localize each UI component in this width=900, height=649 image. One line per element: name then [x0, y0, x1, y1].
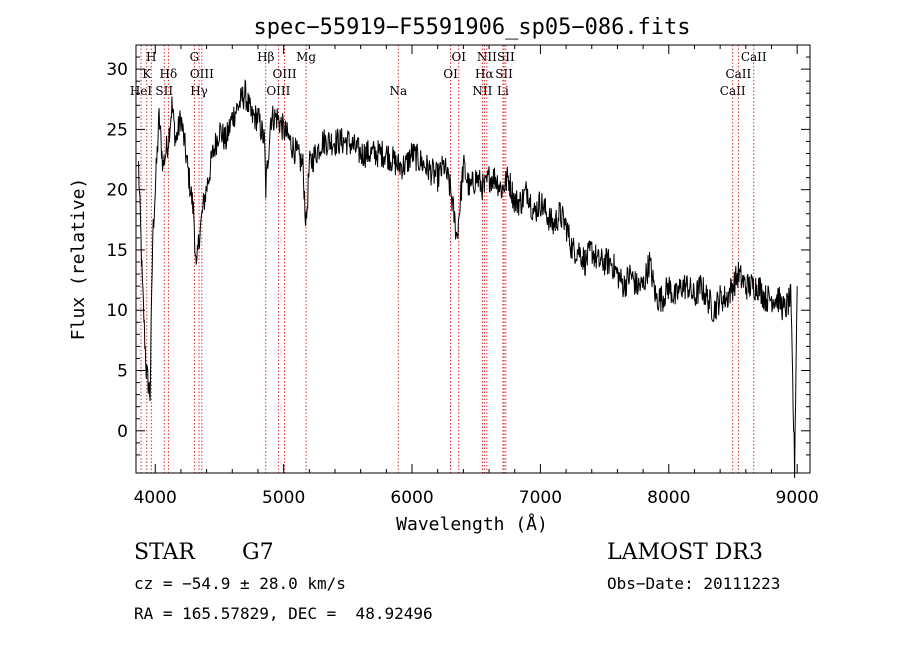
emission-line-label: Hγ — [190, 84, 208, 98]
y-tick-label: 5 — [117, 362, 128, 382]
plot-frame — [135, 44, 811, 474]
observation-date: Obs−Date: 20111223 — [607, 574, 781, 593]
redshift-velocity: cz = −54.9 ± 28.0 km/s — [134, 574, 346, 593]
y-tick-label: 0 — [117, 422, 128, 442]
chart-title: spec−55919−F5591906_sp05−086.fits — [253, 15, 690, 40]
spectrum-line — [138, 79, 798, 479]
y-tick-label: 25 — [106, 120, 128, 140]
x-tick-label: 7000 — [519, 488, 562, 508]
survey-name: LAMOST DR3 — [607, 540, 763, 565]
emission-line-label: CaII — [725, 67, 751, 81]
emission-line-label: OIII — [190, 67, 214, 81]
y-tick-label: 30 — [106, 60, 128, 80]
y-tick-label: 20 — [106, 181, 128, 201]
object-subclass: G7 — [242, 540, 274, 565]
emission-line-label: Hα — [475, 67, 494, 81]
x-tick-label: 8000 — [647, 488, 690, 508]
emission-line-label: CaII — [720, 84, 746, 98]
emission-line-label: Li — [497, 84, 509, 98]
emission-line-label: NII — [477, 50, 497, 64]
emission-line-label: Mg — [296, 50, 316, 64]
emission-line-label: K — [142, 67, 152, 81]
emission-line-label: OI — [451, 50, 466, 64]
emission-line-label: CaII — [741, 50, 767, 64]
emission-line-label: SII — [497, 50, 515, 64]
x-tick-label: 6000 — [390, 488, 433, 508]
object-class: STAR — [134, 540, 195, 565]
y-tick-label: 15 — [106, 241, 128, 261]
emission-line-label: G — [190, 50, 200, 64]
emission-line-label: HeI — [130, 84, 153, 98]
emission-line-label: OIII — [273, 67, 297, 81]
x-tick-label: 5000 — [262, 488, 305, 508]
emission-line-label: Hβ — [257, 50, 274, 64]
emission-line-label: Na — [389, 84, 407, 98]
emission-line-label: SII — [495, 67, 513, 81]
x-tick-label: 9000 — [776, 488, 819, 508]
x-tick-label: 4000 — [134, 488, 177, 508]
emission-line-label: OI — [443, 67, 458, 81]
ra-dec-coordinates: RA = 165.57829, DEC = 48.92496 — [134, 604, 433, 623]
emission-line-label: H — [146, 50, 156, 64]
y-tick-label: 10 — [106, 301, 128, 321]
y-axis-label: Flux (relative) — [68, 178, 89, 341]
emission-line-label: Hδ — [160, 67, 178, 81]
emission-line-label: SII — [155, 84, 173, 98]
emission-line-label: OIII — [266, 84, 290, 98]
emission-line-label: NII — [472, 84, 492, 98]
x-axis-label: Wavelength (Å) — [396, 513, 548, 535]
